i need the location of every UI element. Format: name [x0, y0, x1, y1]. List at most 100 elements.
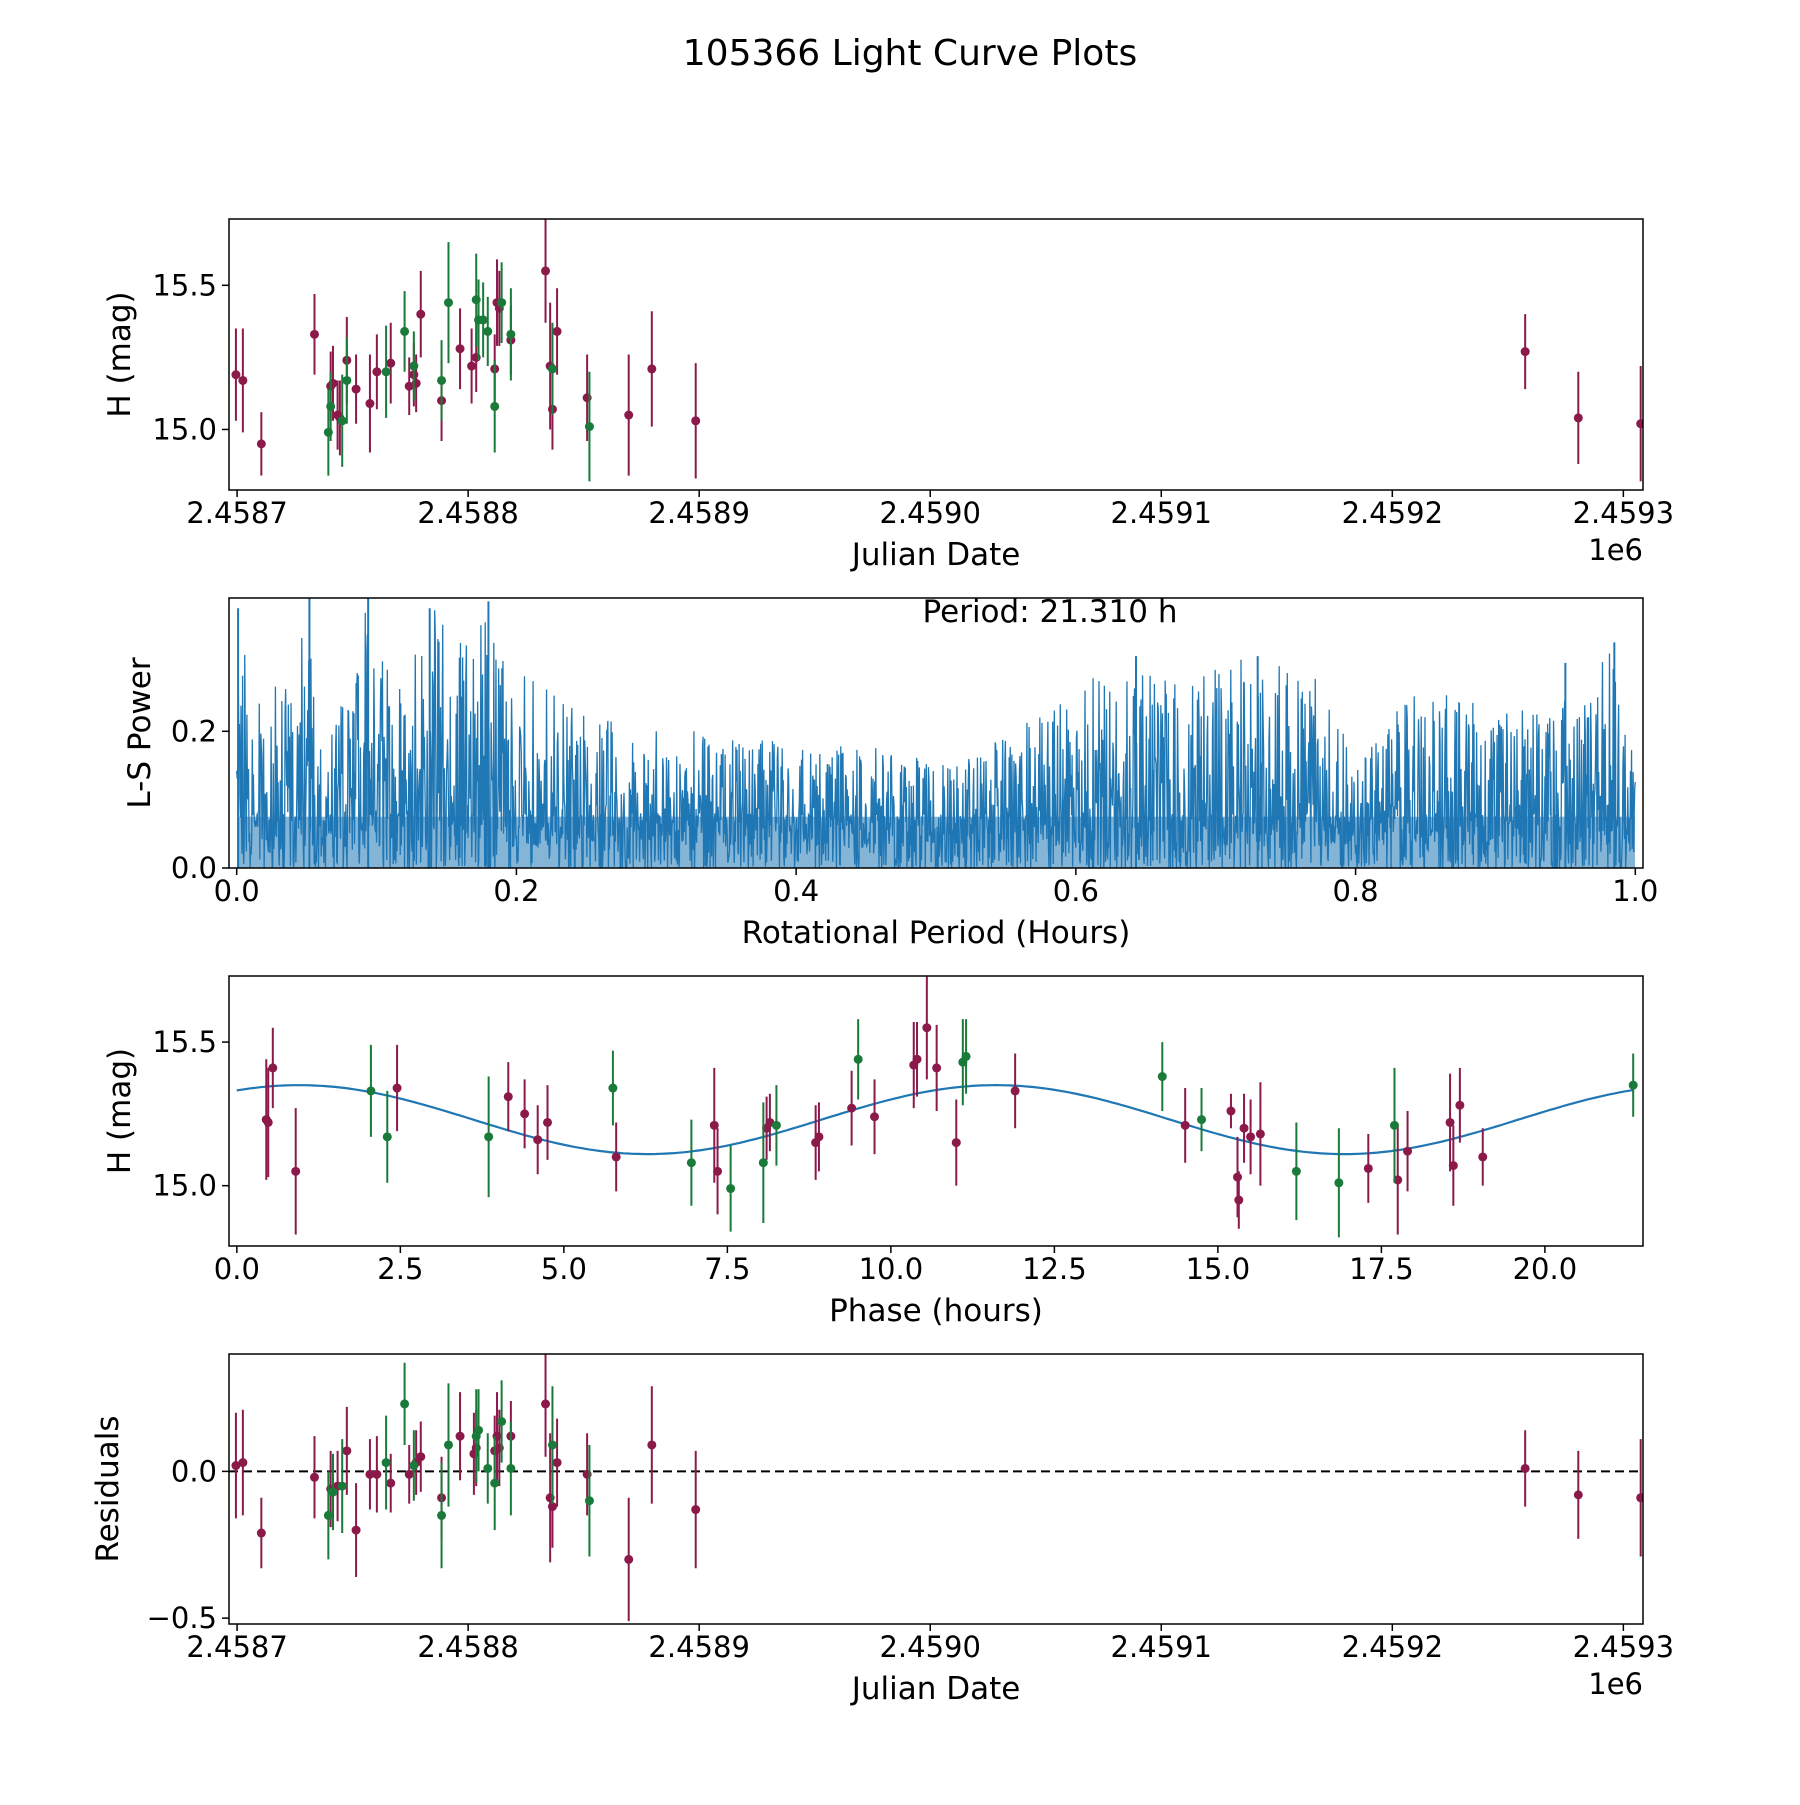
- red-point: [552, 326, 562, 336]
- red-point: [503, 1092, 513, 1102]
- x-axis-label: Julian Date: [850, 1671, 1021, 1707]
- red-point: [1478, 1152, 1488, 1162]
- red-point: [520, 1109, 530, 1119]
- red-point: [1573, 1490, 1583, 1500]
- red-point: [365, 1469, 375, 1479]
- red-point: [543, 1117, 553, 1127]
- red-point: [691, 1505, 701, 1515]
- x-tick-label: 2.4593: [1573, 496, 1674, 530]
- green-point: [758, 1158, 768, 1168]
- green-point: [1291, 1166, 1301, 1176]
- red-point: [541, 266, 551, 276]
- y-axis-label: Residuals: [90, 1415, 126, 1562]
- x-tick-label: 2.4591: [1111, 1630, 1212, 1664]
- green-point: [1334, 1178, 1344, 1188]
- red-point: [533, 1135, 543, 1145]
- y-tick-label: 15.5: [152, 268, 217, 302]
- green-point: [400, 1399, 410, 1409]
- axes-frame: [228, 975, 1644, 1247]
- red-point: [386, 358, 396, 368]
- red-point: [1255, 1129, 1265, 1139]
- red-point: [624, 1554, 634, 1564]
- red-point: [263, 1117, 273, 1127]
- x-tick-label: 0.4: [773, 874, 819, 908]
- green-point: [490, 401, 500, 411]
- green-point: [506, 1463, 516, 1473]
- y-tick-label: 0.0: [171, 851, 217, 885]
- x-tick-label: 17.5: [1349, 1252, 1414, 1286]
- red-point: [624, 410, 634, 420]
- green-point: [853, 1054, 863, 1064]
- red-point: [1233, 1172, 1243, 1182]
- red-point: [847, 1103, 857, 1113]
- red-point: [351, 1525, 361, 1535]
- x-tick-label: 2.4592: [1342, 496, 1443, 530]
- x-tick-label: 2.4590: [879, 496, 980, 530]
- green-point: [437, 375, 447, 385]
- green-point: [584, 1496, 594, 1506]
- y-tick-label: 0.0: [171, 1454, 217, 1488]
- red-point: [365, 399, 375, 409]
- y-tick-label: 15.0: [152, 1169, 217, 1203]
- green-point: [484, 1132, 494, 1142]
- green-point: [771, 1120, 781, 1130]
- red-point: [870, 1112, 880, 1122]
- red-point: [691, 416, 701, 426]
- red-point: [814, 1132, 824, 1142]
- x-tick-label: 2.4588: [417, 496, 518, 530]
- axes-frame: [228, 218, 1644, 491]
- x-axis-label: Julian Date: [850, 537, 1021, 573]
- x-tick-label: 2.4587: [186, 496, 287, 530]
- x-tick-label: 2.4593: [1573, 1630, 1674, 1664]
- green-point: [409, 361, 419, 371]
- red-point: [912, 1054, 922, 1064]
- green-point: [497, 298, 507, 308]
- red-point: [455, 344, 465, 354]
- green-point: [726, 1184, 736, 1194]
- x-axis-label: Phase (hours): [829, 1293, 1043, 1329]
- green-point: [328, 1487, 338, 1497]
- green-point: [686, 1158, 696, 1168]
- red-point: [268, 1063, 278, 1073]
- x-tick-label: 2.4588: [417, 1630, 518, 1664]
- green-point: [337, 1481, 347, 1491]
- red-point: [231, 370, 241, 380]
- green-point: [497, 1417, 507, 1426]
- green-point: [547, 1440, 557, 1450]
- green-point: [478, 315, 488, 325]
- red-point: [1520, 347, 1530, 357]
- green-point: [366, 1086, 376, 1096]
- green-point: [490, 1478, 500, 1488]
- red-point: [1455, 1100, 1465, 1110]
- red-point: [1393, 1175, 1403, 1185]
- x-tick-label: 1.0: [1612, 874, 1658, 908]
- fit-curve: [236, 1083, 1634, 1156]
- red-point: [1226, 1106, 1236, 1116]
- red-point: [1448, 1161, 1458, 1171]
- x-tick-label: 7.5: [704, 1252, 750, 1286]
- x-tick-label: 2.4587: [186, 1630, 287, 1664]
- green-point: [381, 367, 391, 377]
- green-point: [961, 1051, 971, 1061]
- red-point: [1445, 1117, 1455, 1127]
- green-point: [1628, 1080, 1638, 1090]
- axes-frame: [228, 1353, 1644, 1625]
- plot-area-light-curve: [231, 219, 1643, 482]
- red-point: [404, 1469, 414, 1479]
- red-point: [647, 364, 657, 374]
- x-axis-label: Rotational Period (Hours): [742, 915, 1131, 951]
- red-point: [372, 367, 382, 377]
- green-point: [326, 401, 336, 411]
- plot-area-periodogram: [236, 598, 1636, 868]
- green-point: [381, 1458, 391, 1468]
- x-tick-label: 20.0: [1513, 1252, 1578, 1286]
- x-tick-label: 15.0: [1186, 1252, 1251, 1286]
- red-point: [256, 1528, 266, 1538]
- red-point: [256, 439, 266, 449]
- panels: 2.4587 2.4588 2.4589 2.4590 2.4591 2.4592 2.45…: [90, 218, 1674, 1707]
- red-point: [351, 384, 361, 394]
- red-point: [291, 1166, 301, 1176]
- x-tick-label: 0.6: [1053, 874, 1099, 908]
